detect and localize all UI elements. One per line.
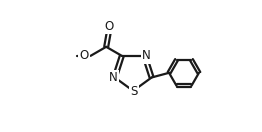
Text: N: N	[142, 49, 151, 62]
Text: O: O	[80, 49, 89, 62]
Text: N: N	[109, 71, 117, 84]
Text: O: O	[105, 20, 114, 33]
Text: S: S	[130, 85, 138, 98]
